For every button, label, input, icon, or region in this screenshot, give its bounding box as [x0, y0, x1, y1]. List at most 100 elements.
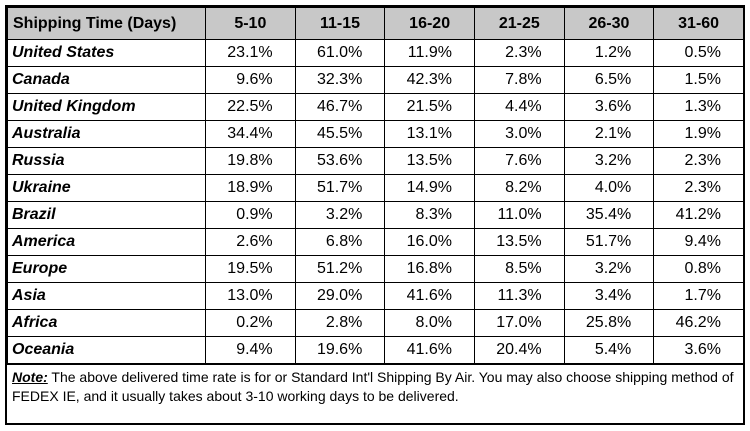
shipping-time-table: Shipping Time (Days) 5-10 11-15 16-20 21… [7, 7, 744, 364]
country-cell: Australia [7, 120, 206, 148]
percentage-cell: 9.4% [653, 228, 744, 256]
table-row: Africa 0.2% 2.8% 8.0% 17.0% 25.8% 46.2% [7, 309, 744, 337]
percentage-cell: 32.3% [294, 66, 386, 94]
table-body: United States 23.1% 61.0% 11.9% 2.3% 1.2% 0.5%… [7, 39, 744, 364]
percentage-cell: 2.6% [205, 228, 296, 256]
percentage-cell: 11.3% [473, 282, 565, 310]
column-header-31-60: 31-60 [653, 7, 744, 40]
country-cell: Ukraine [7, 174, 206, 202]
percentage-cell: 9.6% [205, 66, 296, 94]
percentage-cell: 16.0% [384, 228, 475, 256]
country-cell: America [7, 228, 206, 256]
country-cell: United States [7, 39, 206, 67]
table-row: Ukraine 18.9% 51.7% 14.9% 8.2% 4.0% 2.3% [7, 174, 744, 202]
percentage-cell: 45.5% [294, 120, 386, 148]
percentage-cell: 7.6% [473, 147, 565, 175]
column-header-shipping-time: Shipping Time (Days) [7, 7, 206, 40]
percentage-cell: 20.4% [473, 336, 565, 364]
table-row: Canada 9.6% 32.3% 42.3% 7.8% 6.5% 1.5% [7, 66, 744, 94]
percentage-cell: 3.0% [473, 120, 565, 148]
percentage-cell: 16.8% [384, 255, 475, 283]
percentage-cell: 7.8% [473, 66, 565, 94]
percentage-cell: 2.8% [294, 309, 386, 337]
percentage-cell: 34.4% [205, 120, 296, 148]
percentage-cell: 51.7% [563, 228, 655, 256]
table-row: Asia 13.0% 29.0% 41.6% 11.3% 3.4% 1.7% [7, 282, 744, 310]
percentage-cell: 41.6% [384, 282, 475, 310]
table-row: Russia 19.8% 53.6% 13.5% 7.6% 3.2% 2.3% [7, 147, 744, 175]
column-header-21-25: 21-25 [473, 7, 565, 40]
percentage-cell: 6.8% [294, 228, 386, 256]
percentage-cell: 19.6% [294, 336, 386, 364]
percentage-cell: 23.1% [205, 39, 296, 67]
percentage-cell: 9.4% [205, 336, 296, 364]
percentage-cell: 41.2% [653, 201, 744, 229]
percentage-cell: 42.3% [384, 66, 475, 94]
percentage-cell: 61.0% [294, 39, 386, 67]
percentage-cell: 46.2% [653, 309, 744, 337]
percentage-cell: 35.4% [563, 201, 655, 229]
table-row: United States 23.1% 61.0% 11.9% 2.3% 1.2% 0.5% [7, 39, 744, 67]
percentage-cell: 1.2% [563, 39, 655, 67]
percentage-cell: 4.0% [563, 174, 655, 202]
column-header-26-30: 26-30 [563, 7, 655, 40]
percentage-cell: 13.5% [473, 228, 565, 256]
percentage-cell: 2.1% [563, 120, 655, 148]
percentage-cell: 3.6% [563, 93, 655, 121]
percentage-cell: 21.5% [384, 93, 475, 121]
percentage-cell: 5.4% [563, 336, 655, 364]
table-row: Europe 19.5% 51.2% 16.8% 8.5% 3.2% 0.8% [7, 255, 744, 283]
percentage-cell: 11.0% [473, 201, 565, 229]
percentage-cell: 1.7% [653, 282, 744, 310]
percentage-cell: 1.3% [653, 93, 744, 121]
shipping-note: Note: The above delivered time rate is f… [7, 364, 743, 408]
percentage-cell: 17.0% [473, 309, 565, 337]
percentage-cell: 19.5% [205, 255, 296, 283]
percentage-cell: 3.2% [563, 255, 655, 283]
column-header-5-10: 5-10 [205, 7, 296, 40]
percentage-cell: 2.3% [473, 39, 565, 67]
percentage-cell: 6.5% [563, 66, 655, 94]
percentage-cell: 3.4% [563, 282, 655, 310]
shipping-time-document: Shipping Time (Days) 5-10 11-15 16-20 21… [5, 5, 745, 425]
percentage-cell: 14.9% [384, 174, 475, 202]
country-cell: Brazil [7, 201, 206, 229]
percentage-cell: 51.7% [294, 174, 386, 202]
country-cell: Canada [7, 66, 206, 94]
percentage-cell: 29.0% [294, 282, 386, 310]
percentage-cell: 4.4% [473, 93, 565, 121]
percentage-cell: 2.3% [653, 174, 744, 202]
table-row: Brazil 0.9% 3.2% 8.3% 11.0% 35.4% 41.2% [7, 201, 744, 229]
percentage-cell: 41.6% [384, 336, 475, 364]
note-text: The above delivered time rate is for or … [12, 369, 734, 404]
country-cell: Africa [7, 309, 206, 337]
table-row: America 2.6% 6.8% 16.0% 13.5% 51.7% 9.4% [7, 228, 744, 256]
percentage-cell: 25.8% [563, 309, 655, 337]
column-header-16-20: 16-20 [384, 7, 475, 40]
percentage-cell: 46.7% [294, 93, 386, 121]
country-cell: Europe [7, 255, 206, 283]
percentage-cell: 3.2% [563, 147, 655, 175]
column-header-11-15: 11-15 [294, 7, 386, 40]
percentage-cell: 51.2% [294, 255, 386, 283]
table-header-row: Shipping Time (Days) 5-10 11-15 16-20 21… [7, 7, 744, 40]
note-label: Note: [12, 369, 48, 385]
percentage-cell: 3.2% [294, 201, 386, 229]
percentage-cell: 18.9% [205, 174, 296, 202]
percentage-cell: 53.6% [294, 147, 386, 175]
percentage-cell: 1.9% [653, 120, 744, 148]
percentage-cell: 3.6% [653, 336, 744, 364]
percentage-cell: 19.8% [205, 147, 296, 175]
percentage-cell: 0.9% [205, 201, 296, 229]
percentage-cell: 22.5% [205, 93, 296, 121]
percentage-cell: 0.8% [653, 255, 744, 283]
percentage-cell: 0.2% [205, 309, 296, 337]
percentage-cell: 8.0% [384, 309, 475, 337]
table-row: Australia 34.4% 45.5% 13.1% 3.0% 2.1% 1.9% [7, 120, 744, 148]
country-cell: Russia [7, 147, 206, 175]
percentage-cell: 13.0% [205, 282, 296, 310]
country-cell: Asia [7, 282, 206, 310]
percentage-cell: 8.2% [473, 174, 565, 202]
country-cell: Oceania [7, 336, 206, 364]
percentage-cell: 8.5% [473, 255, 565, 283]
